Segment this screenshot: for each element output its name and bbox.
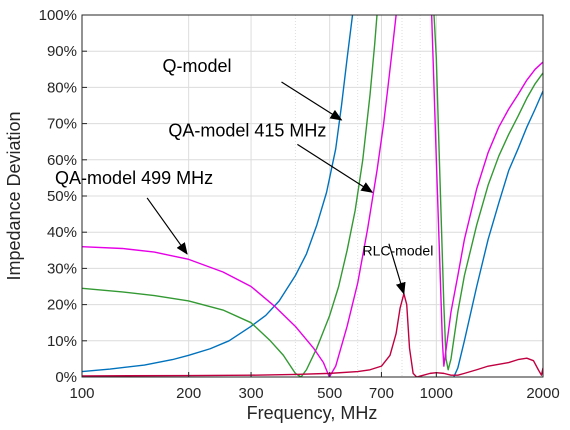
series-line-rlc-model xyxy=(82,293,543,377)
series-line-qa-model-415-mhz xyxy=(433,15,543,371)
x-tick-label: 1000 xyxy=(420,385,453,402)
y-axis-label: Impedance Deviation xyxy=(4,111,24,280)
annotation-arrow xyxy=(146,197,188,255)
y-tick-label: 100% xyxy=(39,7,77,24)
ticks: 100 200 300 500 700 1000 2000 0% 10% 20% 30% 40% 50%… xyxy=(39,7,560,402)
annotation-label: Q-model xyxy=(162,56,231,76)
series-line-q-model xyxy=(453,90,543,377)
y-tick-label: 40% xyxy=(47,224,77,241)
x-axis-label: Frequency, MHz xyxy=(247,403,378,423)
y-tick-label: 30% xyxy=(47,260,77,277)
y-tick-label: 10% xyxy=(47,333,77,350)
series-line-qa-model-499-mhz xyxy=(430,15,543,367)
series-line-qa-model-499-mhz xyxy=(82,15,397,377)
x-tick-label: 300 xyxy=(239,385,264,402)
y-tick-label: 20% xyxy=(47,297,77,314)
x-tick-label: 500 xyxy=(317,385,342,402)
x-tick-label: 100 xyxy=(69,385,94,402)
y-tick-label: 70% xyxy=(47,116,77,133)
series-layer xyxy=(82,15,543,377)
annotation-arrow xyxy=(297,143,374,193)
x-tick-label: 2000 xyxy=(526,385,559,402)
series-line-qa-model-415-mhz xyxy=(82,15,378,377)
y-tick-label: 0% xyxy=(55,369,77,386)
x-tick-label: 700 xyxy=(369,385,394,402)
annotations: Q-model QA-model 415 MHz QA-model 499 MHz R… xyxy=(55,56,434,295)
annotation-arrow xyxy=(388,243,406,295)
annotation-label: RLC-model xyxy=(363,243,434,259)
annotation-arrow xyxy=(281,81,343,121)
y-tick-label: 80% xyxy=(47,79,77,96)
y-tick-label: 50% xyxy=(47,188,77,205)
y-tick-label: 90% xyxy=(47,43,77,60)
x-tick-label: 200 xyxy=(176,385,201,402)
annotation-label: QA-model 499 MHz xyxy=(55,168,213,188)
annotation-label: QA-model 415 MHz xyxy=(168,120,326,140)
series-line-q-model xyxy=(82,15,354,373)
y-tick-label: 60% xyxy=(47,152,77,169)
